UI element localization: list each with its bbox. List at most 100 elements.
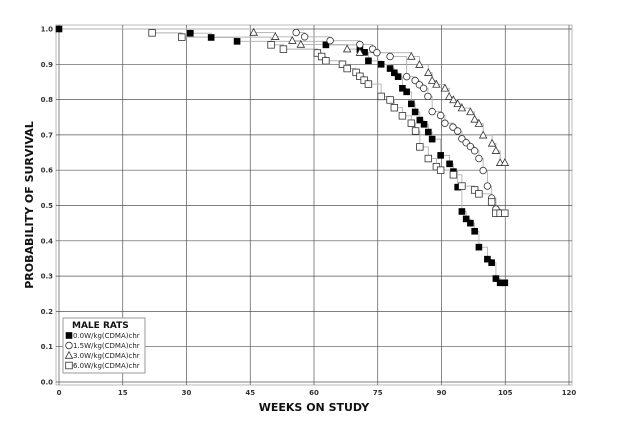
data-point xyxy=(267,41,275,49)
data-point xyxy=(432,79,441,88)
y-tick-label: 0.5 xyxy=(41,202,54,210)
data-point xyxy=(271,32,280,40)
data-point xyxy=(207,34,215,41)
x-tick-label: 105 xyxy=(498,389,513,397)
data-point xyxy=(475,243,483,251)
y-tick-label: 0.3 xyxy=(41,273,54,281)
data-point xyxy=(420,121,428,128)
y-tick-label: 0.1 xyxy=(41,343,54,351)
data-point xyxy=(386,65,394,72)
x-axis-label: WEEKS ON STUDY xyxy=(259,401,371,414)
y-tick-label: 0.0 xyxy=(41,379,54,387)
data-point xyxy=(474,118,484,127)
data-point xyxy=(377,92,385,101)
data-point xyxy=(424,154,433,163)
y-tick-label: 0.9 xyxy=(41,61,54,69)
data-point xyxy=(467,219,474,227)
y-axis-label: PROBABILITY OF SURVIVAL xyxy=(23,121,36,289)
x-tick-label: 15 xyxy=(118,389,128,397)
data-point xyxy=(458,182,466,190)
x-tick-label: 30 xyxy=(182,389,192,397)
data-point xyxy=(424,68,433,76)
data-point xyxy=(416,116,424,124)
legend-marker-icon xyxy=(65,361,73,370)
data-point xyxy=(364,80,373,88)
data-point xyxy=(338,60,347,68)
y-tick-label: 0.4 xyxy=(41,237,54,245)
data-point xyxy=(428,107,436,116)
data-point xyxy=(322,57,330,65)
series-line-1 xyxy=(59,28,501,213)
data-point xyxy=(424,92,432,101)
data-point xyxy=(187,29,194,37)
x-tick-label: 60 xyxy=(309,389,319,397)
legend-title: MALE RATS xyxy=(72,321,129,331)
data-point xyxy=(292,28,300,37)
data-point xyxy=(449,171,458,179)
legend-marker-icon xyxy=(64,350,74,359)
legend-entry: 1.5W/kg(CDMA)chr xyxy=(73,342,140,350)
data-point xyxy=(360,76,368,84)
x-tick-label: 0 xyxy=(57,389,62,397)
data-point xyxy=(386,52,394,61)
legend: MALE RATS 0.0W/kg(CDMA)chr 1.5W/kg(CDMA)c… xyxy=(62,317,146,374)
data-point xyxy=(437,152,444,159)
y-tick-label: 1.0 xyxy=(41,26,54,34)
data-point xyxy=(427,75,437,84)
data-point xyxy=(457,103,467,112)
x-tick-label: 75 xyxy=(373,389,383,397)
data-point xyxy=(365,57,372,65)
data-point xyxy=(352,68,360,77)
data-point xyxy=(436,166,445,174)
series-markers xyxy=(55,25,510,287)
x-tick-label: 90 xyxy=(437,389,447,397)
data-point xyxy=(496,279,504,287)
data-point xyxy=(415,60,424,68)
data-point xyxy=(326,36,334,45)
data-point xyxy=(488,259,495,266)
data-point xyxy=(249,27,258,36)
data-point xyxy=(492,275,500,282)
data-point xyxy=(55,25,63,33)
y-axis-ticks: 0.0 0.1 0.2 0.3 0.4 0.5 0.6 0.7 0.8 0.9 1.0 xyxy=(41,26,54,387)
y-tick-label: 0.2 xyxy=(41,308,54,316)
data-point xyxy=(440,83,450,92)
y-tick-label: 0.8 xyxy=(41,96,54,104)
data-point xyxy=(484,255,491,263)
data-point xyxy=(449,123,457,131)
data-point xyxy=(453,127,462,135)
data-point xyxy=(425,128,432,136)
data-point xyxy=(408,100,415,108)
data-point xyxy=(479,166,487,175)
data-point xyxy=(361,48,368,56)
legend-entry: 6.0W/kg(CDMA)chr xyxy=(73,362,140,370)
x-tick-label: 120 xyxy=(562,389,577,397)
y-tick-label: 0.7 xyxy=(41,131,54,139)
data-point xyxy=(300,33,309,41)
data-point xyxy=(500,158,510,166)
data-point xyxy=(475,154,483,163)
data-point xyxy=(296,39,306,48)
data-point xyxy=(449,95,458,104)
data-point xyxy=(466,107,475,116)
data-point xyxy=(355,48,365,56)
legend-entry: 0.0W/kg(CDMA)chr xyxy=(73,332,140,340)
data-point xyxy=(148,29,156,37)
data-point xyxy=(411,127,420,135)
data-point xyxy=(411,108,419,116)
data-point xyxy=(407,51,416,60)
data-point xyxy=(470,147,479,155)
legend-entry: 3.0W/kg(CDMA)chr xyxy=(73,352,140,360)
data-point xyxy=(402,72,411,81)
data-point xyxy=(487,138,497,147)
data-point xyxy=(446,160,453,168)
x-axis-ticks: 0 15 30 45 60 75 90 105 120 xyxy=(57,389,577,397)
data-point xyxy=(453,99,462,108)
data-point xyxy=(322,41,330,49)
data-point xyxy=(377,61,385,68)
data-point xyxy=(391,69,398,77)
data-point xyxy=(428,135,436,143)
data-point xyxy=(233,38,241,45)
data-point xyxy=(394,73,402,80)
